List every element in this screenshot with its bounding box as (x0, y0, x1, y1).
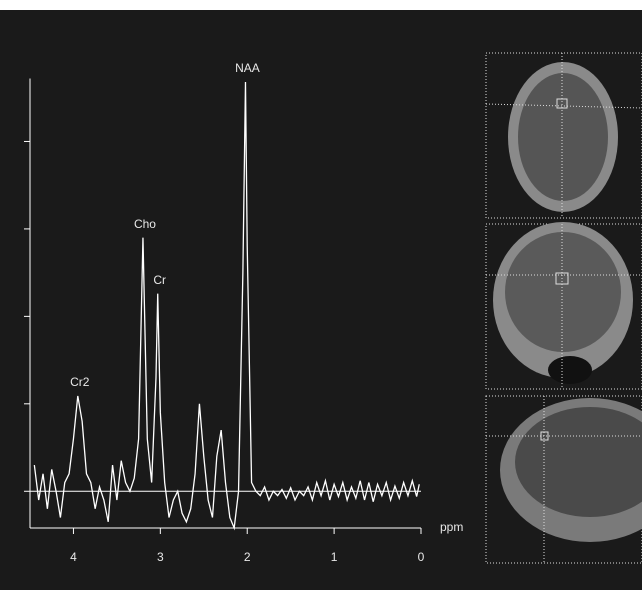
x-axis-label: ppm (440, 520, 463, 534)
peak-label: Cr (153, 273, 166, 287)
x-tick-label: 0 (418, 550, 425, 564)
peak-label: NAA (235, 61, 260, 75)
x-tick-label: 1 (331, 550, 338, 564)
peak-label: Cr2 (70, 375, 90, 389)
x-tick-label: 4 (70, 550, 77, 564)
screen: 4 3 2 1 0 ppm NAA Cho Cr Cr2 (0, 0, 642, 606)
peak-label: Cho (134, 217, 156, 231)
x-tick-label: 2 (244, 550, 251, 564)
x-tick-label: 3 (157, 550, 164, 564)
